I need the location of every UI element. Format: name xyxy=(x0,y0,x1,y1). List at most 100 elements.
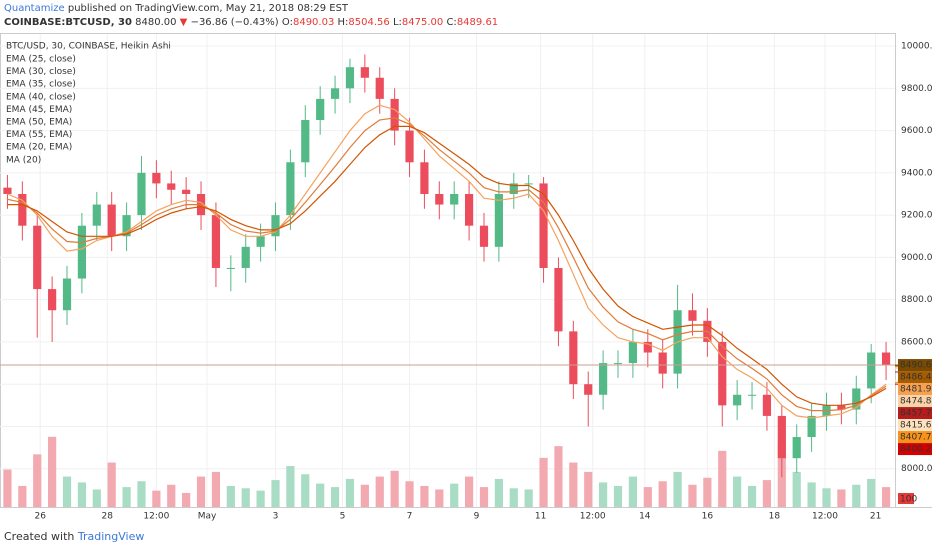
volume-bar xyxy=(881,487,891,507)
price-tag xyxy=(898,419,932,432)
volume-bar xyxy=(62,476,72,507)
candle-body xyxy=(733,394,742,406)
price-tag-label: 8486.49 xyxy=(900,373,932,383)
candle-body xyxy=(62,278,72,311)
volume-bar xyxy=(405,481,414,507)
volume-bar xyxy=(554,446,563,507)
candle-body xyxy=(539,183,548,268)
created: Created with xyxy=(4,530,75,543)
volume-bar xyxy=(807,482,816,507)
volume-bar xyxy=(435,489,444,507)
volume-tag-label: 100 xyxy=(900,495,917,505)
candle-body xyxy=(345,67,355,89)
last: 8480.00 xyxy=(135,17,177,28)
volume-bar xyxy=(643,487,652,507)
y-tick-label: 8600.00 xyxy=(901,337,932,347)
candle-body xyxy=(464,193,474,226)
author[interactable]: Quantamize xyxy=(4,3,65,14)
volume-bar xyxy=(852,484,861,507)
x-tick-label: 11 xyxy=(535,512,546,522)
price-tag xyxy=(898,383,932,396)
volume-bar xyxy=(18,485,27,507)
x-tick-label: 28 xyxy=(101,512,113,522)
candle-body xyxy=(256,236,265,247)
candle-body xyxy=(211,215,221,268)
candle-body xyxy=(330,88,340,99)
volume-bar xyxy=(450,483,459,507)
candle-body xyxy=(777,415,786,459)
x-tick-label: 5 xyxy=(340,512,346,522)
volume-bar xyxy=(48,436,57,507)
arrow: ▼ xyxy=(179,17,188,28)
price-tag-label: 8481.96 xyxy=(900,385,932,395)
candle-body xyxy=(375,77,384,99)
legend-entry: EMA (25, close) xyxy=(6,55,76,65)
volume-bar xyxy=(92,489,101,507)
volume-bar xyxy=(226,485,235,507)
volume-bar xyxy=(256,490,265,507)
price-tag-label: 8415.66 xyxy=(900,421,932,431)
x-tick-label: 12:00 xyxy=(812,512,838,522)
price-tag xyxy=(898,431,932,444)
price-tag xyxy=(898,395,932,408)
candle-body xyxy=(792,437,801,459)
chart: 8000.008200.008400.008600.008800.009000.… xyxy=(0,33,932,522)
price-tag-label: 8474.84 xyxy=(900,397,932,407)
candle-body xyxy=(494,193,503,247)
volume-bar xyxy=(464,476,474,507)
chart-title: BTC/USD, 30, COINBASE, Heikin Ashi xyxy=(6,42,171,52)
candle-body xyxy=(718,341,727,406)
volume-bar xyxy=(837,489,846,507)
y-tick-label: 10000.00 xyxy=(901,42,932,52)
candle-body xyxy=(241,246,250,268)
volume-bar xyxy=(718,450,727,507)
plot-frame xyxy=(0,33,896,508)
price-tag xyxy=(898,407,932,420)
volume-bar xyxy=(747,485,757,507)
volume-bar xyxy=(509,488,518,507)
price-tag-label: 8490.60 xyxy=(900,361,932,371)
volume-bar xyxy=(360,484,369,507)
volume-bar xyxy=(3,469,12,507)
legend-entry: EMA (55, EMA) xyxy=(6,130,72,140)
candle-body xyxy=(137,172,146,216)
volume-bar xyxy=(539,457,548,507)
change: −36.86 (−0.43%) xyxy=(190,17,279,28)
candle-body xyxy=(688,310,697,321)
candle-body xyxy=(450,193,459,205)
volume-bar xyxy=(867,478,876,507)
brand[interactable]: TradingView xyxy=(77,530,145,543)
y-tick-label: 9200.00 xyxy=(901,211,932,221)
volume-bar xyxy=(211,471,221,507)
candle-body xyxy=(613,363,623,365)
volume-bar xyxy=(137,481,146,507)
price-tag-label: 8457.72 xyxy=(900,409,932,419)
ohlc-key: O: xyxy=(281,17,293,28)
x-tick-label: 9 xyxy=(474,512,480,522)
header-line: Quantamize published on TradingView.com,… xyxy=(4,2,498,16)
y-tick-label: 9800.00 xyxy=(901,84,932,94)
symbol-line: COINBASE:BTCUSD, 30 8480.00 ▼ −36.86 (−0… xyxy=(4,16,498,30)
candle-body xyxy=(554,267,563,332)
volume-bar xyxy=(613,485,623,507)
legend-entry: EMA (50, EMA) xyxy=(6,118,72,128)
ema-line xyxy=(7,104,887,419)
volume-bar xyxy=(107,462,116,507)
candle-body xyxy=(107,204,116,237)
candle-body xyxy=(479,225,489,247)
candle-body xyxy=(509,183,518,194)
volume-bar xyxy=(390,470,399,507)
volume-bar xyxy=(762,480,772,507)
legend-entry: EMA (35, close) xyxy=(6,80,76,90)
ema-line xyxy=(7,117,887,412)
published: published on TradingView.com, May 21, 20… xyxy=(67,3,349,14)
volume-bar xyxy=(703,477,712,507)
price-tag-label: 8407.74 xyxy=(900,433,932,443)
legend-entry: EMA (40, close) xyxy=(6,92,76,102)
symbol: COINBASE:BTCUSD, 30 xyxy=(4,17,132,28)
volume-bar xyxy=(122,487,131,507)
y-tick-label: 8000.00 xyxy=(901,464,932,474)
candle-body xyxy=(584,384,593,395)
y-tick-label: 9400.00 xyxy=(901,168,932,178)
